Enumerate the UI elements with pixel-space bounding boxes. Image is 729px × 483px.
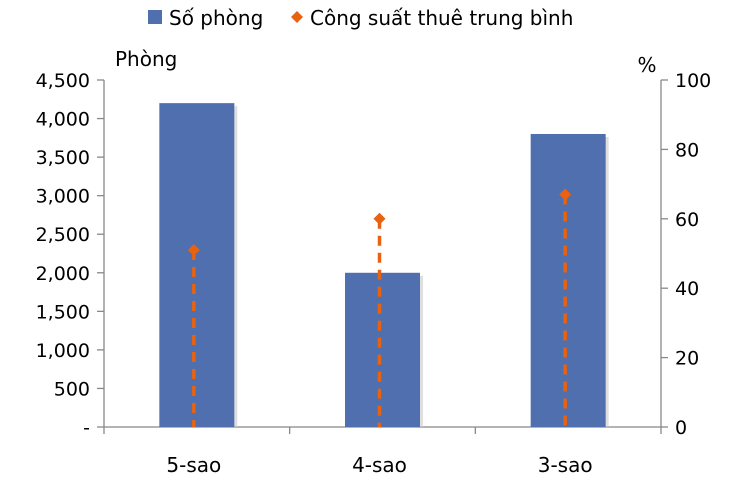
left-tick-label: 4,000	[36, 109, 90, 131]
left-tick-label: -	[83, 417, 90, 439]
axes: - 500 1,000 1,500 2,000 2,500 3,000 3,500 4,000 4…	[36, 70, 712, 439]
category-label: 5-sao	[166, 453, 221, 477]
left-tick-label: 4,500	[36, 70, 90, 92]
marker-5-sao	[187, 244, 200, 257]
left-tick-label: 500	[54, 378, 90, 400]
right-tick-label: 0	[675, 417, 687, 439]
markers	[187, 188, 572, 427]
left-tick-label: 2,500	[36, 224, 90, 246]
right-tick-label: 100	[675, 70, 711, 92]
bar-4-sao	[345, 272, 420, 427]
legend: Số phòng Công suất thuê trung bình	[148, 6, 573, 30]
category-labels: 5-sao 4-sao 3-sao	[166, 453, 592, 477]
right-tick-label: 60	[675, 209, 699, 231]
left-tick-label: 1,500	[36, 301, 90, 323]
bar-3-sao	[530, 133, 606, 427]
marker-4-sao	[373, 212, 386, 225]
right-tick-label: 20	[675, 348, 699, 370]
category-label: 4-sao	[352, 453, 407, 477]
left-axis-title: Phòng	[115, 47, 177, 71]
right-tick-label: 80	[675, 139, 699, 161]
right-axis-title: %	[637, 53, 656, 77]
legend-label-dot: Công suất thuê trung bình	[310, 6, 573, 30]
legend-swatch-bar	[148, 10, 162, 24]
legend-label-bar: Số phòng	[169, 6, 263, 30]
marker-3-sao	[559, 188, 572, 201]
bar-5-sao	[159, 103, 235, 427]
left-tick-label: 3,000	[36, 186, 90, 208]
legend-swatch-dot	[291, 11, 303, 23]
category-label: 3-sao	[538, 453, 593, 477]
left-tick-label: 3,500	[36, 147, 90, 169]
bars	[159, 103, 609, 427]
right-tick-label: 40	[675, 278, 699, 300]
left-tick-label: 2,000	[36, 263, 90, 285]
left-tick-label: 1,000	[36, 340, 90, 362]
